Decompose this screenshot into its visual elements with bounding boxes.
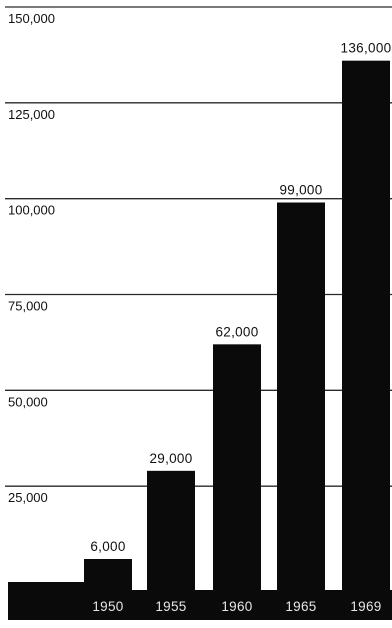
bar-1955 — [147, 470, 195, 600]
y-tick-label: 25,000 — [8, 490, 48, 505]
gridlines — [5, 6, 392, 487]
bars — [84, 60, 390, 600]
x-axis-category-labels: 1950 1955 1960 1965 1969 — [92, 599, 381, 614]
y-tick-label: 100,000 — [8, 203, 55, 218]
y-axis-tick-labels: 25,000 50,000 75,000 100,000 125,000 150,000 — [8, 11, 55, 505]
x-tick-label-1950: 1950 — [92, 599, 123, 614]
data-label-1965: 99,000 — [279, 183, 322, 198]
data-label-1950: 6,000 — [90, 539, 125, 554]
y-tick-label: 150,000 — [8, 11, 55, 26]
x-tick-label-1960: 1960 — [221, 599, 252, 614]
x-tick-label-1955: 1955 — [155, 599, 186, 614]
y-tick-label: 50,000 — [8, 394, 48, 409]
y-tick-label: 75,000 — [8, 299, 48, 314]
data-label-1955: 29,000 — [149, 451, 192, 466]
x-tick-label-1965: 1965 — [285, 599, 316, 614]
y-tick-label: 125,000 — [8, 107, 55, 122]
baseline-band — [8, 582, 392, 620]
x-tick-label-1969: 1969 — [350, 599, 381, 614]
bar-1950 — [84, 559, 132, 600]
data-label-1960: 62,000 — [215, 324, 258, 339]
data-labels: 6,000 29,000 62,000 99,000 136,000 — [90, 41, 391, 554]
baseline-band — [8, 590, 392, 620]
data-label-1969: 136,000 — [341, 41, 392, 56]
bar-1960 — [213, 344, 261, 600]
bar-1969 — [342, 60, 390, 600]
bar-1965 — [277, 202, 325, 600]
